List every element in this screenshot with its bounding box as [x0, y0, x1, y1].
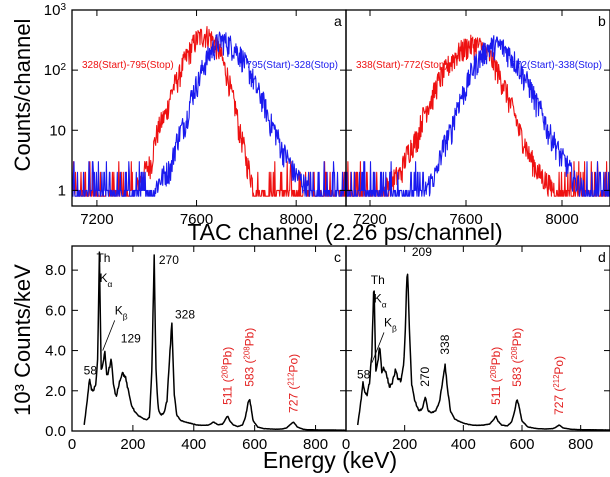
- top-y-axis-label: Counts/channel: [10, 19, 35, 172]
- x-tick-label-c-3: 600: [242, 436, 267, 453]
- panel-d-energy-spectrum: d 0 200 400 600 800 58 Th Kα Kβ 209 270 338 511 (208P…: [342, 245, 610, 453]
- annotation-d-4: 209: [412, 245, 432, 259]
- annotation-c-9: 727 (212Po): [286, 354, 301, 413]
- annotation-c-4: 129: [121, 332, 141, 346]
- series-label-b-0: 338(Start)-772(Stop): [356, 60, 448, 71]
- x-tick-label-d-3: 600: [509, 436, 534, 453]
- annotation-c-0: 58: [84, 364, 98, 378]
- annotation-d-7: 511 (208Pb): [488, 347, 503, 405]
- y-tick-label-a-1: 10: [49, 122, 66, 139]
- panel-letter-a: a: [334, 13, 342, 29]
- annotation-d-3: Kβ: [384, 315, 397, 333]
- y-tick-label-c-1: 2.0: [45, 383, 66, 400]
- x-tick-label-d-0: 0: [342, 436, 350, 453]
- annotation-c-5: 270: [159, 253, 179, 267]
- y-tick-label-c-2: 4.0: [45, 343, 66, 360]
- annotation-c-6: 328: [175, 307, 195, 321]
- frame-c: [71, 245, 347, 432]
- annotation-c-3: Kβ: [115, 303, 128, 321]
- y-tick-label-c-4: 8.0: [45, 262, 66, 279]
- x-tick-label-d-1: 200: [392, 436, 417, 453]
- x-tick-label-b-1: 7600: [449, 211, 482, 228]
- kbeta-pointer-d: [371, 332, 385, 363]
- series-label-a-0: 328(Start)-795(Stop): [82, 60, 174, 71]
- frame-d: [345, 245, 610, 432]
- top-x-axis-label: TAC channel (2.26 ps/channel): [187, 219, 502, 245]
- x-tick-label-c-2: 400: [181, 436, 206, 453]
- panel-letter-c: c: [334, 249, 341, 265]
- bottom-x-axis-label: Energy (keV): [263, 447, 397, 473]
- annotation-d-1: Th: [371, 273, 385, 287]
- x-tick-label-a-2: 8000: [279, 211, 312, 228]
- annotation-d-6: 338: [438, 334, 452, 354]
- panel-b-tac-spectrum: 338(Start)-772(Stop) 772(Start)-338(Stop)…: [345, 9, 610, 228]
- y-tick-label-a-0: 1: [58, 182, 66, 199]
- series-b-1: [345, 35, 610, 197]
- x-tick-label-a-0: 7200: [80, 211, 113, 228]
- x-tick-label-d-2: 400: [451, 436, 476, 453]
- series-c-0: [83, 251, 347, 431]
- frame-b: [345, 9, 610, 207]
- x-tick-label-c-4: 800: [303, 436, 328, 453]
- annotation-c-8: 583 (208Pb): [242, 328, 256, 387]
- panel-letter-b: b: [598, 13, 606, 29]
- kbeta-pointer-c: [102, 320, 116, 351]
- annotation-d-0: 58: [357, 368, 371, 382]
- series-d-0: [356, 273, 610, 431]
- bottom-y-axis-label: 10³ Counts/keV: [10, 264, 35, 416]
- annotation-d-9: 727 (212Po): [552, 356, 567, 415]
- series-label-b-1: 772(Start)-338(Stop): [510, 60, 602, 71]
- x-tick-label-c-1: 200: [120, 436, 145, 453]
- annotation-c-7: 511 (208Pb): [220, 347, 235, 405]
- annotation-c-2: Kα: [99, 271, 112, 289]
- annotation-c-1: Th: [96, 251, 110, 265]
- y-tick-label-a-2: 102: [44, 62, 67, 80]
- panel-letter-d: d: [598, 249, 606, 265]
- annotation-d-2: Kα: [374, 291, 387, 309]
- x-tick-label-b-0: 7200: [353, 211, 386, 228]
- x-tick-label-d-4: 800: [568, 436, 593, 453]
- x-tick-label-c-0: 0: [68, 436, 76, 453]
- panel-a-tac-spectrum: 328(Start)-795(Stop) 795(Start)-328(Stop)…: [44, 2, 347, 228]
- series-label-a-1: 795(Start)-328(Stop): [246, 60, 338, 71]
- series-a-1: [71, 31, 347, 197]
- annotation-d-5: 270: [418, 366, 432, 386]
- y-tick-label-a-3: 103: [44, 2, 67, 20]
- annotation-d-8: 583 (208Pb): [510, 328, 525, 387]
- x-tick-label-a-1: 7600: [180, 211, 213, 228]
- x-tick-label-b-2: 8000: [545, 211, 578, 228]
- y-tick-label-c-3: 6.0: [45, 302, 66, 319]
- y-tick-label-c-0: 0.0: [45, 423, 66, 440]
